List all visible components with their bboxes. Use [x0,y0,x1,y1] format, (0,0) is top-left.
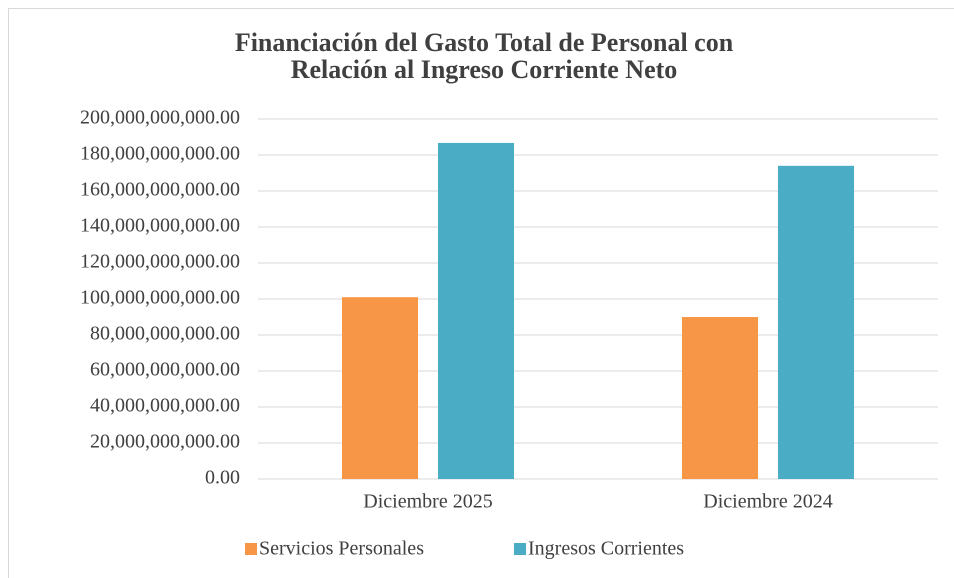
legend-swatch [245,543,257,555]
bar [778,165,854,480]
bar [438,142,514,479]
bar [682,317,758,479]
legend-label: Servicios Personales [259,538,424,560]
y-tick-label: 80,000,000,000.00 [90,323,240,345]
legend-swatch [514,543,526,555]
y-tick-label: 100,000,000,000.00 [80,287,240,309]
y-tick-label: 160,000,000,000.00 [80,179,240,201]
y-tick-label: 200,000,000,000.00 [80,107,240,129]
chart-title: Relación al Ingreso Corriente Neto [291,55,678,84]
y-tick-label: 0.00 [205,467,240,489]
y-tick-label: 20,000,000,000.00 [90,431,240,453]
y-tick-label: 140,000,000,000.00 [80,215,240,237]
y-tick-label: 180,000,000,000.00 [80,143,240,165]
legend-label: Ingresos Corrientes [528,538,684,560]
bar [342,297,418,479]
y-tick-label: 60,000,000,000.00 [90,359,240,381]
y-tick-label: 120,000,000,000.00 [80,251,240,273]
x-tick-label: Diciembre 2025 [363,491,492,513]
x-tick-label: Diciembre 2024 [703,491,832,513]
y-tick-label: 40,000,000,000.00 [90,395,240,417]
chart-title: Financiación del Gasto Total de Personal… [235,28,734,57]
